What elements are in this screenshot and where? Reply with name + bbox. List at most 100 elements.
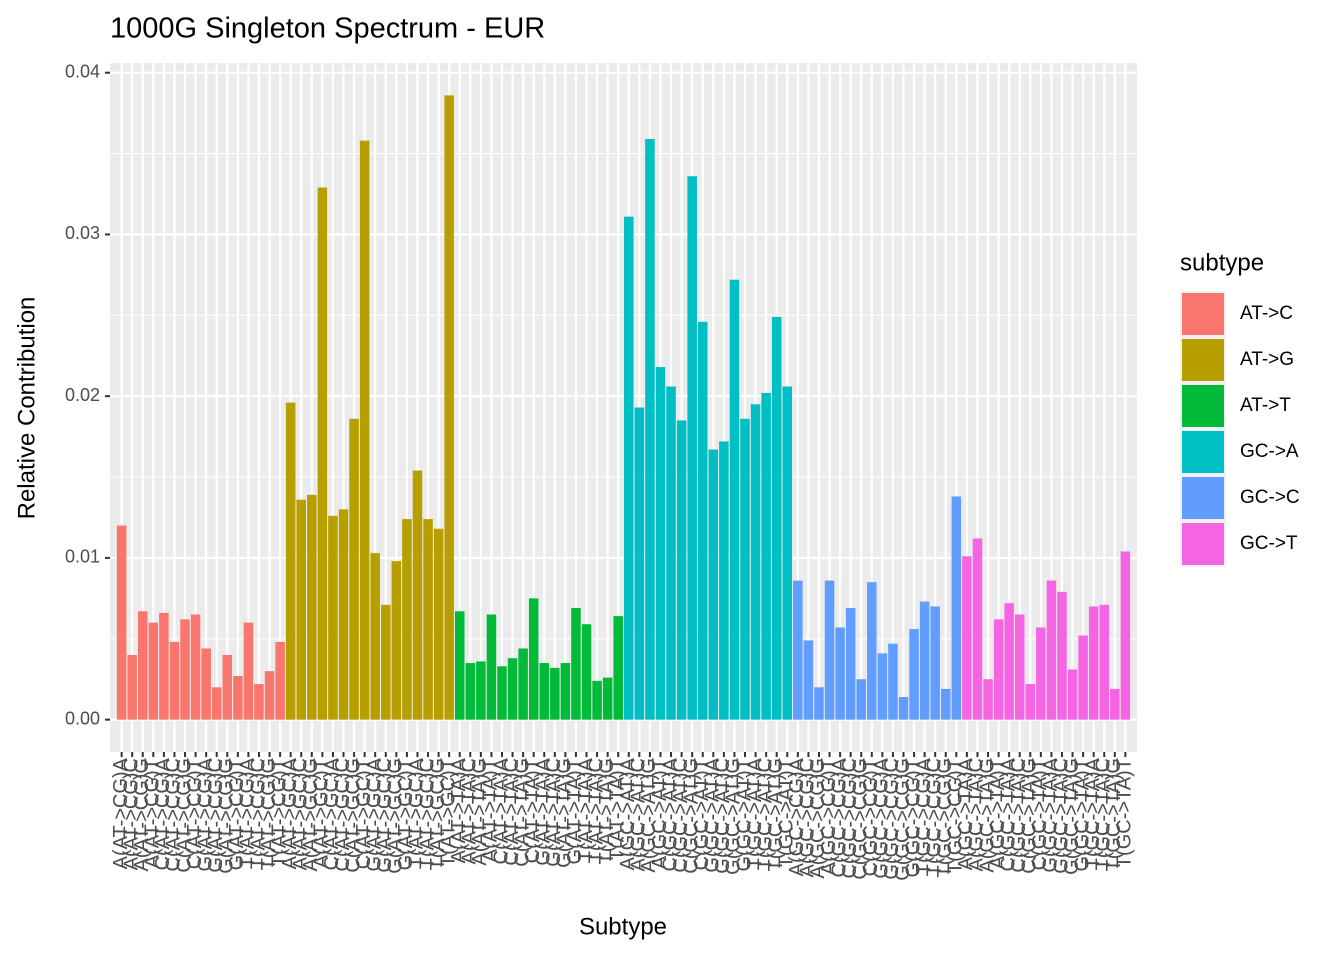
x-tick-label: G(GC->TA)C [1050, 758, 1072, 874]
bar [528, 598, 539, 720]
x-tick-label: C(GC->CG)A [828, 757, 850, 877]
x-tick-label: G(AT->CG)A [194, 757, 216, 871]
x-tick-label: C(GC->AT)G [680, 758, 702, 874]
bar [137, 611, 148, 720]
x-tick-label: A(AT->GC)C [290, 758, 312, 870]
bars [116, 95, 1131, 720]
x-tick-label: A(GC->AT)C [628, 758, 650, 872]
bar [285, 402, 296, 720]
x-tick-label: C(AT->GC)A [321, 757, 343, 870]
bar [645, 139, 655, 720]
legend-label: AT->T [1240, 395, 1291, 416]
bar [296, 499, 306, 720]
x-tick-label: T(GC->AT)G [765, 758, 787, 872]
bar [159, 612, 169, 720]
x-tick-label: A(GC->AT)G [638, 758, 660, 873]
bar [211, 687, 222, 720]
x-tick-label: A(GC->AT)T [649, 758, 671, 869]
x-tick-label: G(GC->CG)A [871, 757, 893, 878]
bar [782, 386, 793, 720]
bar [877, 653, 888, 720]
x-tick-label: T(AT->TA)T [606, 758, 628, 861]
bar [719, 441, 729, 720]
legend-swatch [1182, 293, 1224, 335]
x-tick-label: T(AT->GC)A [406, 757, 428, 868]
x-tick-label: T(AT->CG)G [258, 758, 280, 870]
x-tick-label: T(GC->TA)C [1093, 758, 1115, 870]
bar [1099, 604, 1110, 720]
bar [856, 679, 866, 720]
bar [666, 386, 676, 720]
bar [867, 582, 877, 720]
x-tick-label: C(AT->CG)C [163, 758, 185, 872]
y-tick-label: 0.04 [65, 61, 100, 81]
bar [254, 684, 264, 720]
legend-swatch [1182, 523, 1224, 565]
bar [845, 608, 856, 720]
x-tick-label: G(AT->TA)G [554, 758, 576, 868]
x-tick-label: C(GC->CG)T [860, 758, 882, 876]
bar [127, 654, 137, 720]
x-tick-label: C(AT->CG)A [152, 757, 174, 870]
bar [655, 367, 666, 720]
x-tick-label: T(AT->GC)C [416, 758, 438, 869]
x-tick-label: G(GC->AT)G [723, 758, 745, 875]
y-tick-label: 0.01 [65, 547, 100, 567]
legend-title: subtype [1180, 249, 1264, 276]
bar [676, 420, 687, 720]
bar [222, 654, 233, 720]
bar [476, 661, 486, 720]
bar [687, 176, 697, 720]
bar [1004, 603, 1014, 720]
x-tick-label: C(GC->TA)G [1019, 758, 1041, 874]
x-tick-label: A(GC->CG)G [807, 758, 829, 879]
bar [243, 622, 254, 720]
bar [433, 528, 444, 720]
bar [1046, 580, 1057, 720]
x-tick-label: A(GC->CG)T [818, 758, 840, 875]
x-tick-label: T(GC->CG)T [945, 758, 967, 874]
x-tick-label: A(AT->TA)G [469, 758, 491, 866]
bar [708, 449, 719, 720]
bar [412, 470, 423, 720]
x-tick-label: T(AT->TA)G [596, 758, 618, 864]
bar [571, 608, 581, 720]
x-tick-label: T(GC->AT)T [776, 758, 798, 868]
bar [581, 624, 592, 720]
bar [560, 663, 571, 720]
x-tick-label: G(AT->TA)T [564, 758, 586, 864]
x-tick-label: G(AT->TA)C [543, 758, 565, 867]
bar [602, 677, 613, 720]
x-tick-label: G(GC->TA)G [1061, 758, 1083, 875]
bar [634, 407, 645, 720]
x-tick-label: A(AT->CG)A [110, 757, 132, 869]
x-tick-label: A(GC->TA)C [966, 758, 988, 872]
bar [264, 671, 275, 720]
y-tick-label: 0.00 [65, 708, 100, 728]
bar [338, 509, 349, 720]
bar [402, 519, 412, 720]
legend-label: AT->G [1240, 349, 1294, 370]
legend-swatch [1182, 431, 1224, 473]
x-tick-label: C(GC->TA)C [1008, 758, 1030, 873]
bar [169, 642, 180, 720]
x-tick-label: C(AT->TA)T [522, 758, 544, 863]
bar [307, 494, 317, 720]
x-tick-label: G(GC->AT)C [712, 758, 734, 874]
x-tick-label: A(AT->TA)T [480, 758, 502, 862]
bar [983, 679, 993, 720]
x-tick-label: A(AT->CG)T [142, 758, 164, 868]
x-tick-label: C(GC->AT)A [659, 757, 681, 871]
bar [465, 663, 476, 720]
bar [793, 580, 803, 720]
x-tick-label: A(GC->TA)G [976, 758, 998, 873]
bar [116, 525, 127, 720]
bar [941, 688, 951, 720]
x-tick-label: C(GC->AT)C [670, 758, 692, 873]
x-tick-label: G(AT->GC)G [385, 758, 407, 874]
bar [624, 216, 634, 720]
x-tick-label: T(AT->TA)A [575, 757, 597, 862]
bar [423, 519, 433, 720]
x-tick-label: C(GC->TA)A [997, 757, 1019, 871]
bar [444, 95, 454, 720]
